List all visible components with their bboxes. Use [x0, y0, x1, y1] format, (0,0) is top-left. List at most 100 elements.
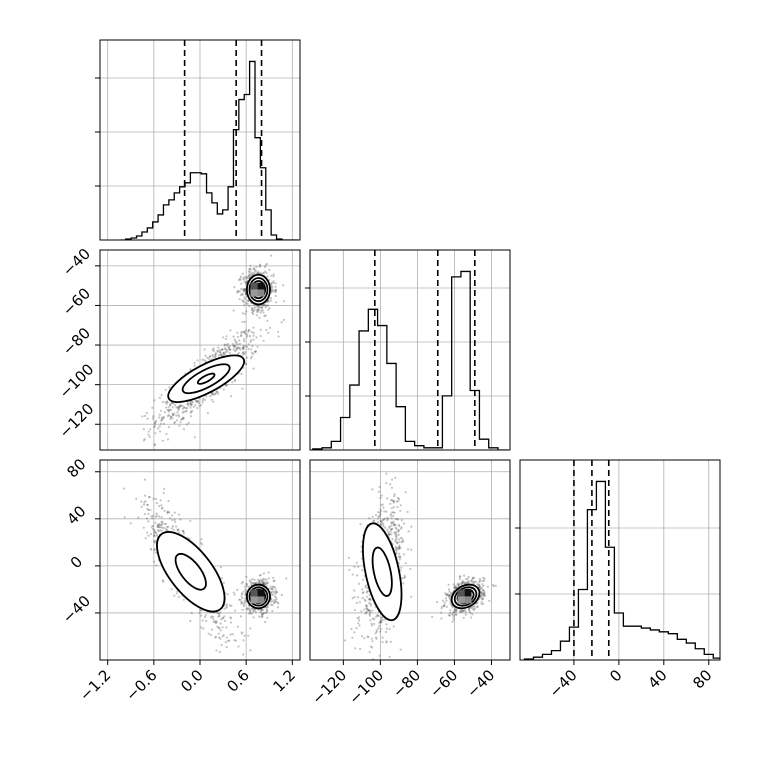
sample-point [153, 426, 156, 429]
sample-point [243, 278, 246, 281]
sample-point [236, 331, 239, 334]
sample-point [242, 330, 245, 333]
sample-point [244, 329, 247, 332]
sample-point [214, 636, 217, 639]
sample-point [473, 580, 476, 584]
sample-point [274, 282, 277, 285]
sample-point [147, 512, 150, 516]
sample-point [263, 578, 266, 581]
sample-point [241, 312, 244, 315]
sample-point [229, 616, 232, 619]
sample-point [153, 399, 156, 402]
sample-point [160, 419, 163, 422]
sample-point [225, 343, 228, 347]
sample-point [448, 594, 451, 598]
sample-point [404, 576, 407, 579]
sample-point [154, 531, 157, 534]
sample-point [167, 406, 170, 409]
sample-point [260, 580, 263, 583]
sample-point [273, 591, 276, 594]
sample-point [397, 530, 400, 533]
sample-point [390, 524, 393, 527]
sample-point [160, 516, 163, 519]
sample-point [388, 533, 391, 536]
sample-point [228, 348, 231, 351]
sample-point [210, 398, 213, 401]
sample-point [177, 529, 180, 532]
sample-point [480, 602, 483, 605]
sample-point [445, 593, 448, 597]
sample-point [161, 416, 164, 419]
sample-point [460, 581, 464, 584]
sample-point [175, 414, 178, 417]
sample-point [459, 609, 462, 612]
sample-point [181, 407, 184, 410]
density-contour [453, 586, 478, 607]
sample-point [261, 309, 264, 312]
sample-point [378, 621, 381, 624]
sample-point [247, 274, 250, 277]
sample-point [182, 532, 185, 535]
sample-point [380, 510, 383, 513]
sample-point [354, 670, 356, 672]
sample-point [242, 604, 245, 608]
sample-point [448, 614, 451, 617]
sample-point [464, 578, 468, 581]
sample-point [154, 420, 157, 424]
sample-point [448, 593, 451, 597]
sample-point [369, 645, 372, 648]
sample-point [246, 299, 249, 302]
sample-point [242, 288, 245, 291]
sample-point [201, 619, 204, 622]
sample-point [248, 275, 251, 278]
sample-point [470, 606, 474, 610]
sample-point [207, 357, 210, 360]
sample-point [242, 290, 245, 293]
density-peak-cell [250, 589, 258, 597]
sample-point [179, 421, 182, 424]
histogram-bin [632, 626, 641, 660]
sample-point [258, 582, 261, 585]
sample-point [378, 624, 381, 628]
sample-point [223, 343, 226, 346]
sample-point [404, 562, 407, 565]
sample-point [182, 417, 185, 420]
sample-point [242, 346, 245, 349]
sample-point [143, 513, 146, 516]
sample-point [267, 577, 270, 580]
sample-point [351, 573, 354, 576]
sample-point [398, 538, 401, 541]
sample-point [231, 381, 234, 384]
sample-point [262, 339, 265, 342]
tick-label: −40 [546, 666, 581, 701]
sample-point [479, 594, 482, 597]
sample-point [270, 274, 273, 277]
sample-point [228, 347, 231, 350]
sample-point [261, 581, 265, 584]
hist-param-2-grid [310, 250, 510, 450]
sample-point [261, 580, 264, 583]
sample-point [370, 624, 373, 627]
histogram-bin [341, 418, 350, 450]
sample-point [275, 598, 278, 601]
sample-point [381, 641, 384, 644]
sample-point [157, 523, 160, 526]
sample-point [406, 510, 409, 514]
sample-point [464, 613, 467, 616]
sample-point [182, 428, 185, 431]
sample-point [260, 614, 264, 617]
sample-point [440, 607, 443, 610]
sample-point [264, 306, 267, 309]
sample-point [251, 607, 254, 611]
sample-point [211, 393, 215, 396]
sample-point [266, 606, 269, 609]
sample-point [233, 286, 236, 289]
sample-point [440, 617, 443, 620]
sample-point [443, 603, 446, 607]
sample-point [153, 560, 156, 563]
sample-point [147, 508, 150, 512]
sample-point [222, 352, 225, 355]
sample-point [240, 282, 243, 285]
sample-point [365, 611, 368, 614]
sample-point [377, 510, 380, 514]
